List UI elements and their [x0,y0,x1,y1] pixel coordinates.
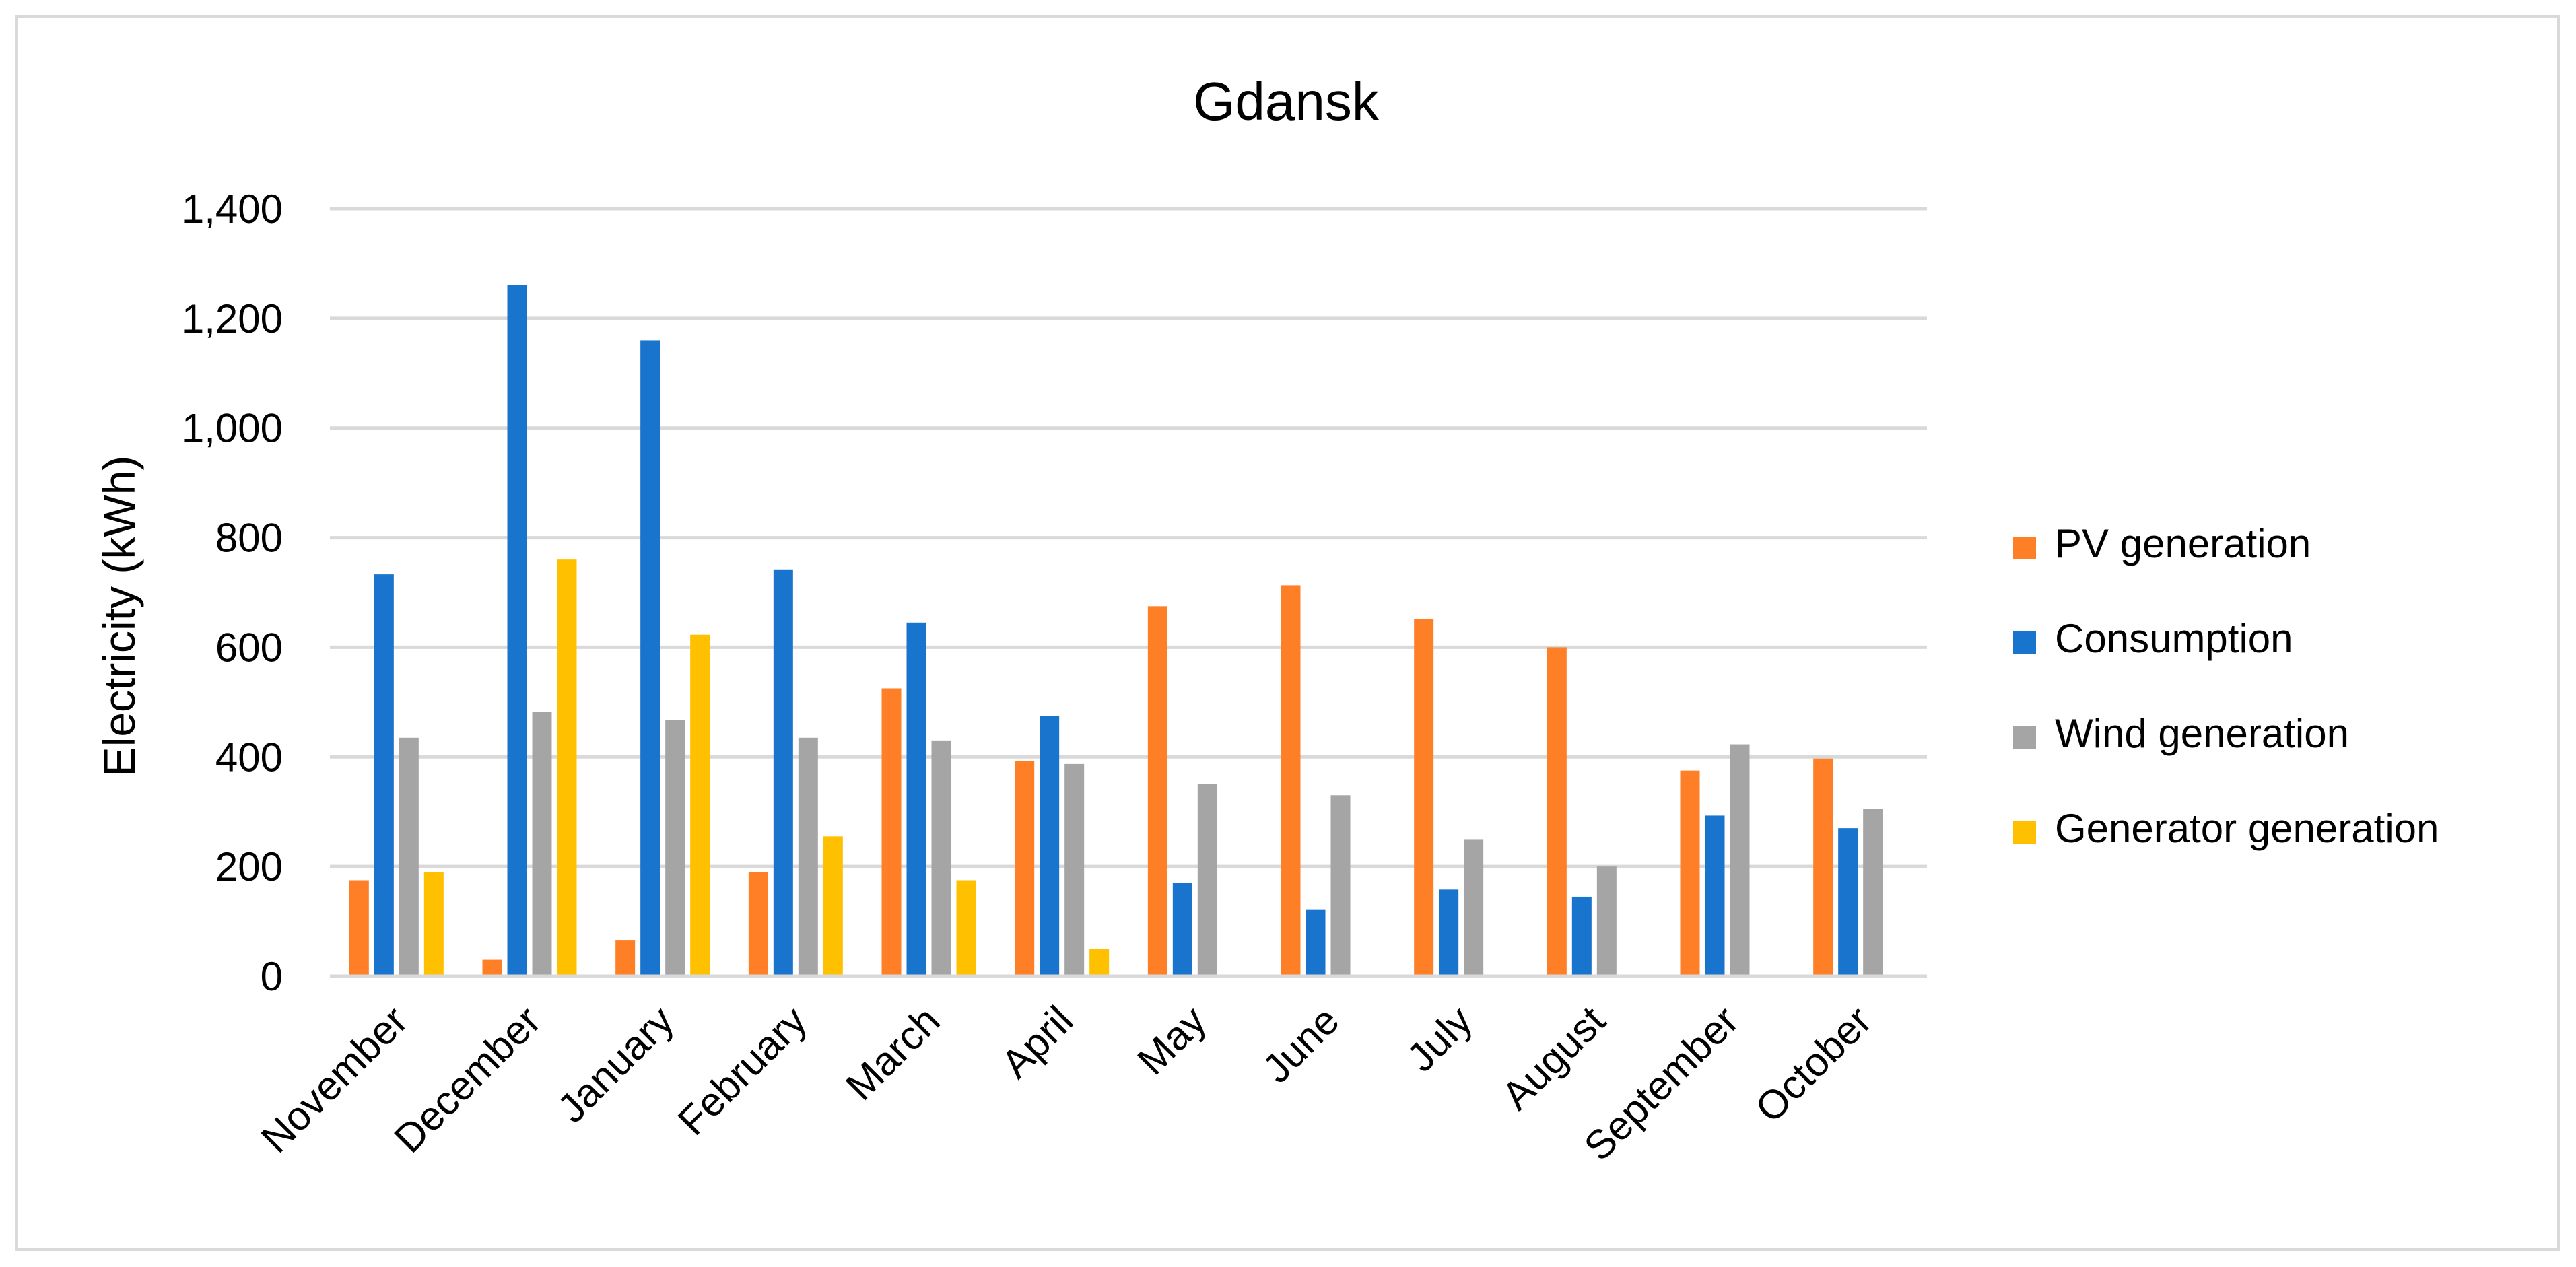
bar [615,940,636,976]
legend-swatch [2013,537,2036,559]
bar [482,959,502,976]
bar [881,688,902,976]
bar [1439,889,1459,976]
y-tick-label: 600 [215,625,283,670]
bar [1813,758,1833,976]
bar [665,720,685,976]
bar [1064,763,1085,976]
legend-label: Consumption [2055,616,2293,661]
y-tick-label: 800 [215,516,283,561]
bar [532,712,552,976]
x-tick-label: November [252,998,416,1161]
bar [798,737,818,976]
bar [1197,784,1217,976]
legend: PV generation Consumption Wind generation G… [2013,521,2439,851]
bar [823,836,843,976]
bar [1281,585,1301,976]
bar [1172,883,1192,976]
y-tick-label: 1,000 [182,406,283,451]
y-tick-label: 1,400 [182,186,283,232]
y-axis-ticks: 0 200 400 600 800 1,000 1,200 1,400 [182,186,283,999]
chart-title: Gdansk [1193,71,1380,131]
bar [690,634,710,976]
bar [557,559,577,976]
x-tick-label: March [837,998,948,1109]
x-tick-label: December [386,998,549,1161]
bar [906,622,926,976]
y-tick-label: 0 [261,954,283,999]
bar [1705,815,1725,976]
bar [1838,828,1858,976]
bar [1680,770,1700,976]
x-tick-label: October [1747,998,1880,1131]
bar [1330,795,1351,976]
bar [773,569,793,976]
y-tick-label: 200 [215,844,283,889]
bar [931,740,951,976]
bar [423,872,444,976]
y-tick-label: 1,200 [182,296,283,341]
bar [640,340,660,976]
bar [1040,716,1060,976]
bar [1863,809,1883,976]
bar [1306,909,1326,976]
y-axis-label: Electricity (kWh) [94,456,144,777]
legend-label: Wind generation [2055,711,2349,756]
x-tick-label: April [992,998,1081,1087]
bar [1089,949,1110,976]
bar [748,872,768,976]
x-tick-label: July [1398,998,1481,1081]
bar [1571,896,1592,976]
x-tick-label: January [549,998,682,1131]
bar [507,285,527,976]
legend-label: PV generation [2055,521,2311,566]
bar [1414,619,1434,976]
legend-label: Generator generation [2055,806,2439,851]
x-tick-label: February [669,998,815,1144]
x-tick-label: May [1128,998,1215,1084]
bar [1547,647,1567,976]
legend-swatch [2013,726,2036,749]
legend-swatch [2013,631,2036,654]
bar [349,880,369,976]
y-tick-label: 400 [215,734,283,780]
x-tick-label: June [1254,998,1347,1091]
legend-swatch [2013,821,2036,844]
bar [1015,760,1035,976]
bar [956,880,976,976]
bar [399,737,419,976]
bar [1730,744,1750,976]
bars [349,285,1883,976]
bar [374,574,394,976]
bar [1147,606,1167,976]
bar [1596,866,1617,976]
x-tick-label: August [1493,998,1615,1119]
bar [1464,839,1484,976]
